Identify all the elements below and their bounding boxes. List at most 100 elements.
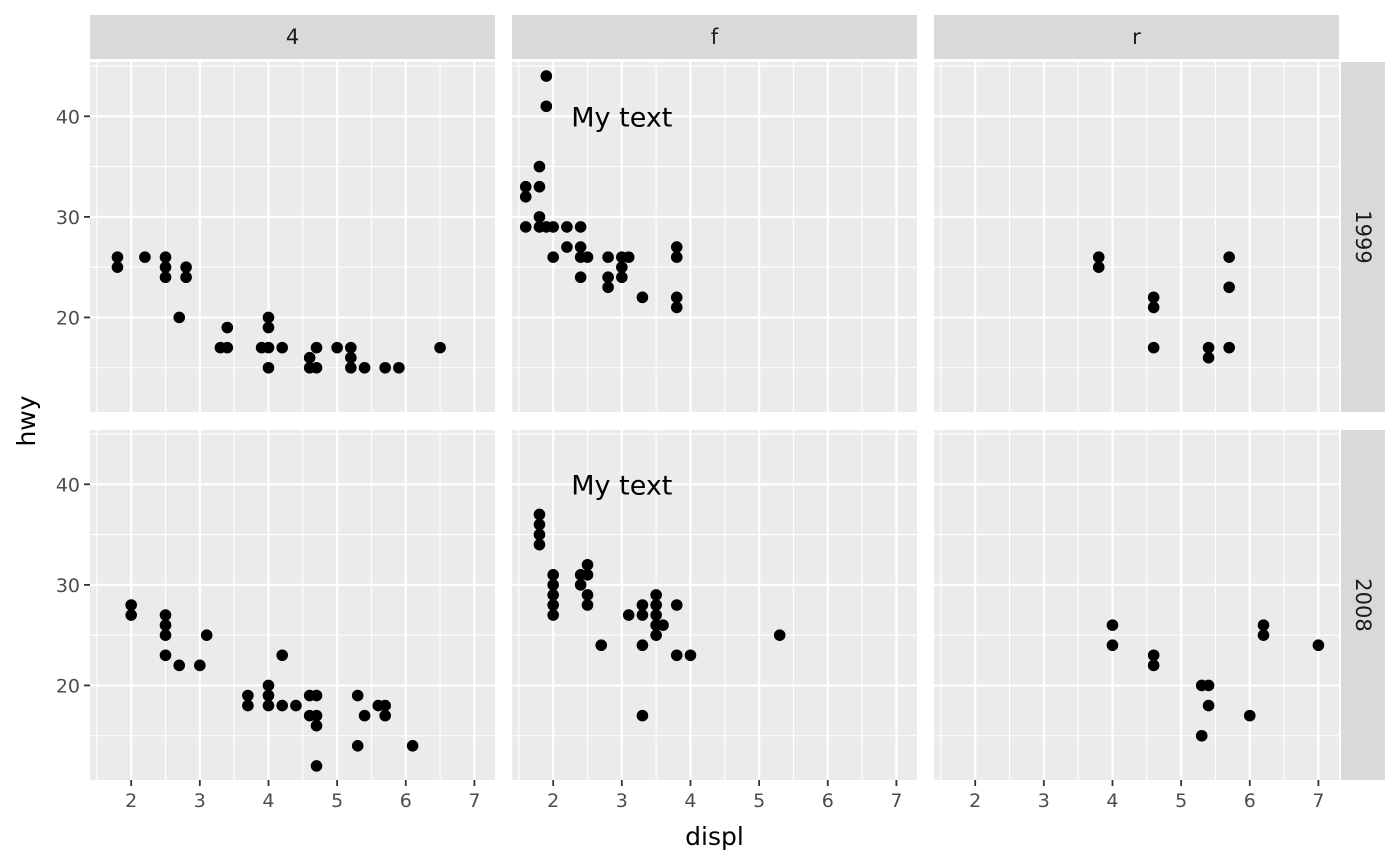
x-tick-label: 6	[1244, 790, 1256, 812]
data-point	[519, 221, 532, 233]
data-point	[262, 679, 275, 692]
data-point	[310, 760, 323, 772]
data-point	[1312, 639, 1325, 652]
x-tick-label: 2	[125, 790, 137, 812]
data-point	[1223, 341, 1235, 354]
x-tick-label: 3	[1038, 790, 1050, 812]
x-tick-label: 3	[194, 790, 206, 812]
data-point	[1147, 649, 1160, 662]
data-point	[1092, 261, 1105, 273]
y-tick-label: 20	[56, 675, 80, 697]
data-point	[670, 291, 683, 304]
data-point	[650, 599, 662, 611]
data-point	[1147, 659, 1160, 672]
data-point	[221, 341, 234, 354]
data-point	[1202, 341, 1215, 354]
data-point	[1106, 639, 1119, 652]
x-tick-label: 6	[822, 790, 834, 812]
data-point	[533, 518, 546, 531]
data-point	[581, 599, 594, 611]
data-point	[636, 709, 649, 722]
data-point	[533, 180, 546, 193]
data-point	[125, 599, 137, 611]
data-point	[547, 569, 559, 581]
data-point	[159, 271, 172, 284]
data-point	[351, 689, 364, 702]
data-point	[200, 629, 213, 641]
data-point	[194, 659, 206, 672]
data-point	[139, 251, 151, 263]
y-tick-label: 30	[56, 207, 80, 229]
x-tick-label: 4	[1106, 790, 1118, 812]
data-point	[1106, 619, 1119, 631]
y-tick-label: 40	[56, 106, 80, 128]
data-point	[159, 649, 172, 662]
data-point	[650, 589, 662, 601]
facet-strip-right	[1341, 430, 1385, 780]
data-point	[159, 629, 172, 641]
data-point	[125, 609, 137, 621]
data-point	[434, 341, 446, 354]
data-point	[159, 251, 172, 263]
data-point	[111, 261, 124, 273]
data-point	[581, 589, 594, 601]
data-point	[242, 689, 254, 702]
data-point	[670, 649, 683, 662]
facet-strip-top	[90, 15, 495, 59]
y-tick-label: 30	[56, 575, 80, 597]
data-point	[379, 709, 391, 722]
data-point	[159, 609, 172, 621]
data-point	[310, 709, 323, 722]
data-point	[351, 740, 364, 752]
data-point	[345, 361, 357, 374]
x-tick-label: 5	[331, 790, 343, 812]
data-point	[1195, 729, 1208, 742]
data-point	[1202, 351, 1215, 364]
x-tick-label: 6	[400, 790, 412, 812]
data-point	[581, 558, 594, 571]
x-tick-label: 5	[1175, 790, 1187, 812]
data-point	[180, 261, 192, 273]
data-point	[1147, 301, 1160, 314]
data-point	[358, 709, 371, 722]
data-point	[547, 221, 559, 233]
data-point	[379, 699, 391, 712]
data-point	[290, 699, 302, 712]
data-point	[533, 211, 546, 223]
data-point	[650, 609, 662, 621]
data-point	[262, 321, 275, 334]
y-tick-label: 40	[56, 474, 80, 496]
x-tick-label: 2	[969, 790, 981, 812]
data-point	[173, 311, 186, 324]
data-point	[242, 699, 254, 712]
data-point	[533, 528, 546, 541]
data-point	[310, 341, 323, 354]
data-point	[561, 241, 573, 253]
x-tick-label: 7	[1312, 790, 1324, 812]
x-tick-label: 5	[753, 790, 765, 812]
data-point	[345, 341, 357, 354]
data-point	[310, 719, 323, 732]
data-point	[1257, 619, 1270, 631]
data-point	[540, 70, 553, 82]
data-point	[574, 271, 587, 284]
data-point	[310, 689, 323, 702]
data-point	[670, 241, 683, 253]
data-point	[1147, 341, 1160, 354]
data-point	[1202, 699, 1215, 712]
data-point	[595, 639, 608, 652]
data-point	[379, 361, 391, 374]
data-point	[602, 251, 614, 263]
data-point	[636, 639, 649, 652]
x-tick-label: 7	[890, 790, 902, 812]
x-tick-label: 4	[684, 790, 696, 812]
data-point	[393, 361, 405, 374]
facet-strip-label: 2008	[1351, 578, 1375, 631]
y-axis-title: hwy	[12, 395, 41, 446]
data-point	[262, 699, 275, 712]
facet-strip-right	[1341, 62, 1385, 412]
data-point	[636, 609, 649, 621]
data-point	[602, 271, 614, 284]
data-point	[1147, 291, 1160, 304]
facet-strip-label: 1999	[1351, 210, 1375, 263]
